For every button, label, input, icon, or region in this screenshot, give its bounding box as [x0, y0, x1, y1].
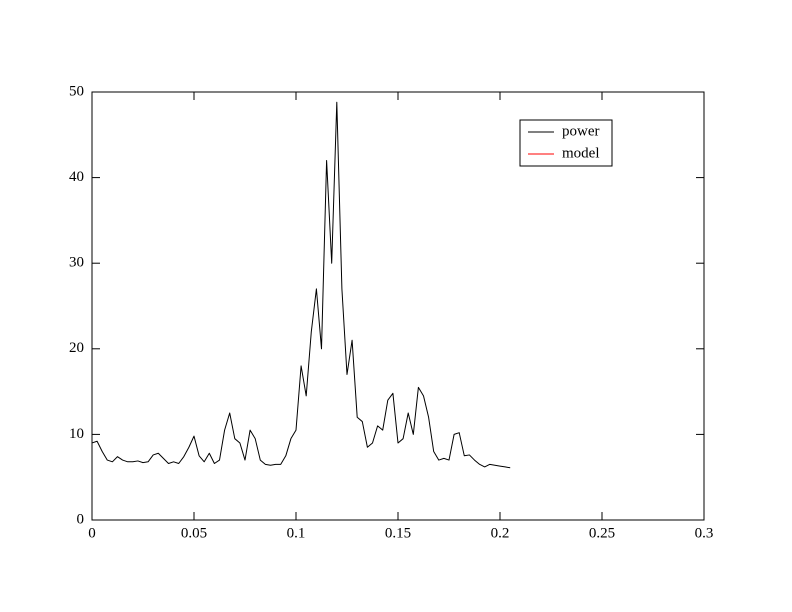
y-tick-label: 10	[69, 426, 84, 442]
y-tick-label: 40	[69, 169, 84, 185]
x-tick-label: 0.15	[385, 525, 411, 541]
y-tick-label: 30	[69, 255, 84, 271]
x-tick-label: 0.2	[491, 525, 510, 541]
legend-label: power	[562, 123, 600, 139]
y-tick-label: 50	[69, 83, 84, 99]
legend-label: model	[562, 145, 600, 161]
x-tick-label: 0.3	[695, 525, 714, 541]
x-tick-label: 0.05	[181, 525, 207, 541]
series-line	[91, 101, 511, 469]
x-tick-label: 0.25	[589, 525, 615, 541]
y-tick-label: 20	[69, 340, 84, 356]
y-tick-label: 0	[77, 511, 85, 527]
x-tick-label: 0	[88, 525, 96, 541]
legend-box	[519, 119, 613, 167]
x-tick-label: 0.1	[287, 525, 306, 541]
